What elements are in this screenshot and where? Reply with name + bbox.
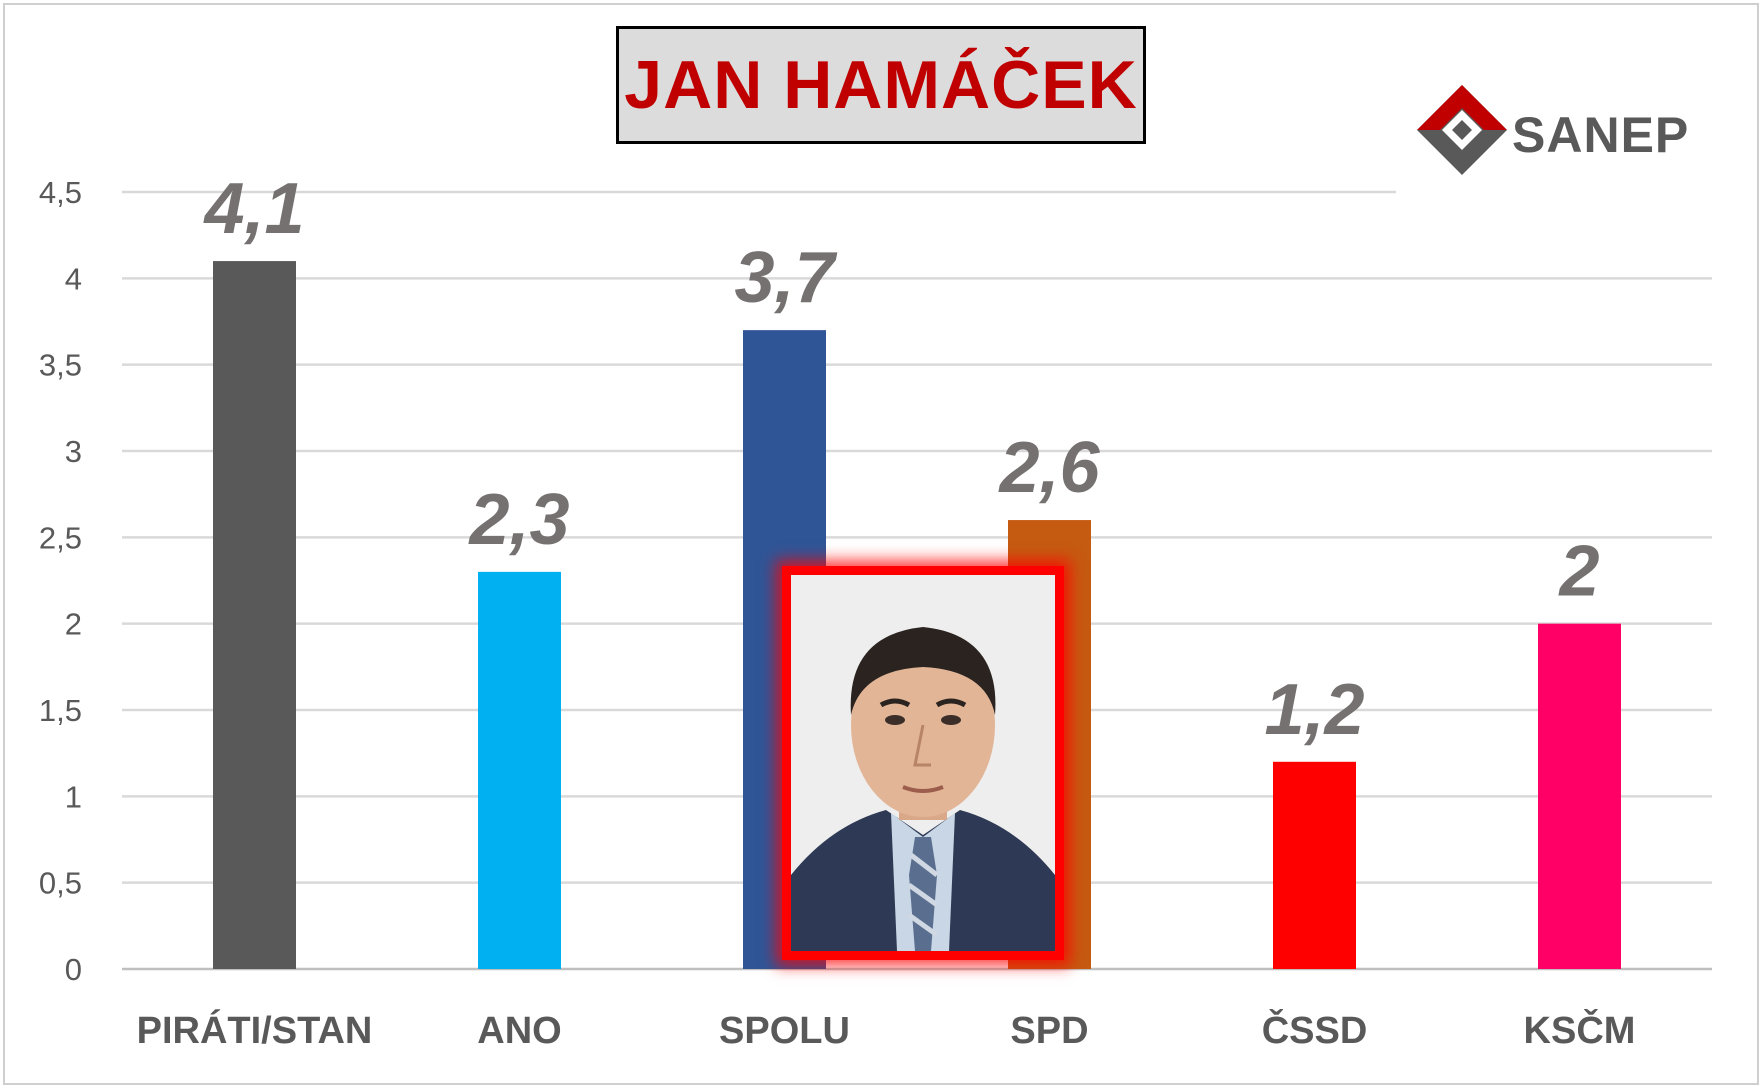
value-label: 2,3 (467, 480, 569, 560)
portrait-photo (782, 566, 1064, 960)
chart-title: JAN HAMÁČEK (624, 47, 1138, 123)
y-tick-label: 4 (65, 261, 82, 296)
value-labels: 4,1 2,3 3,7 2,6 1,2 2 (202, 169, 1599, 750)
y-tick-label: 2,5 (39, 520, 82, 555)
x-tick-label: SPOLU (719, 1010, 850, 1052)
value-label: 3,7 (734, 238, 837, 318)
y-tick-label: 2 (65, 607, 82, 642)
bar-pir-ti-stan (213, 261, 296, 970)
x-tick-label: KSČM (1524, 1007, 1636, 1052)
x-tick-label: ČSSD (1262, 1007, 1368, 1052)
y-tick-label: 1,5 (39, 693, 82, 728)
value-label: 1,2 (1264, 670, 1364, 750)
x-tick-label: SPD (1010, 1010, 1088, 1052)
y-tick-label: 3,5 (39, 348, 82, 383)
bar--ssd (1273, 761, 1356, 969)
value-label: 4,1 (202, 169, 304, 249)
chart-title-box: JAN HAMÁČEK (616, 26, 1146, 144)
y-tick-label: 1 (65, 779, 82, 814)
bar-ano (478, 571, 561, 969)
bar-ks-m (1538, 623, 1621, 969)
x-axis: PIRÁTI/STAN ANO SPOLU SPD ČSSD KSČM (137, 1007, 1636, 1052)
x-tick-label: PIRÁTI/STAN (137, 1008, 373, 1052)
sanep-logo-icon (1417, 85, 1507, 175)
y-axis: 0 0,5 1 1,5 2 2,5 3 3,5 4 4,5 (39, 175, 82, 987)
y-tick-label: 3 (65, 434, 82, 469)
y-tick-label: 0 (65, 952, 82, 987)
portrait-image (791, 575, 1055, 951)
x-tick-label: ANO (477, 1010, 561, 1052)
y-tick-label: 0,5 (39, 866, 82, 901)
value-label: 2,6 (997, 428, 1100, 508)
value-label: 2 (1557, 532, 1599, 612)
y-tick-label: 4,5 (39, 175, 82, 210)
logo-text: SANEP (1512, 107, 1690, 163)
sanep-logo: SANEP (1412, 80, 1712, 190)
